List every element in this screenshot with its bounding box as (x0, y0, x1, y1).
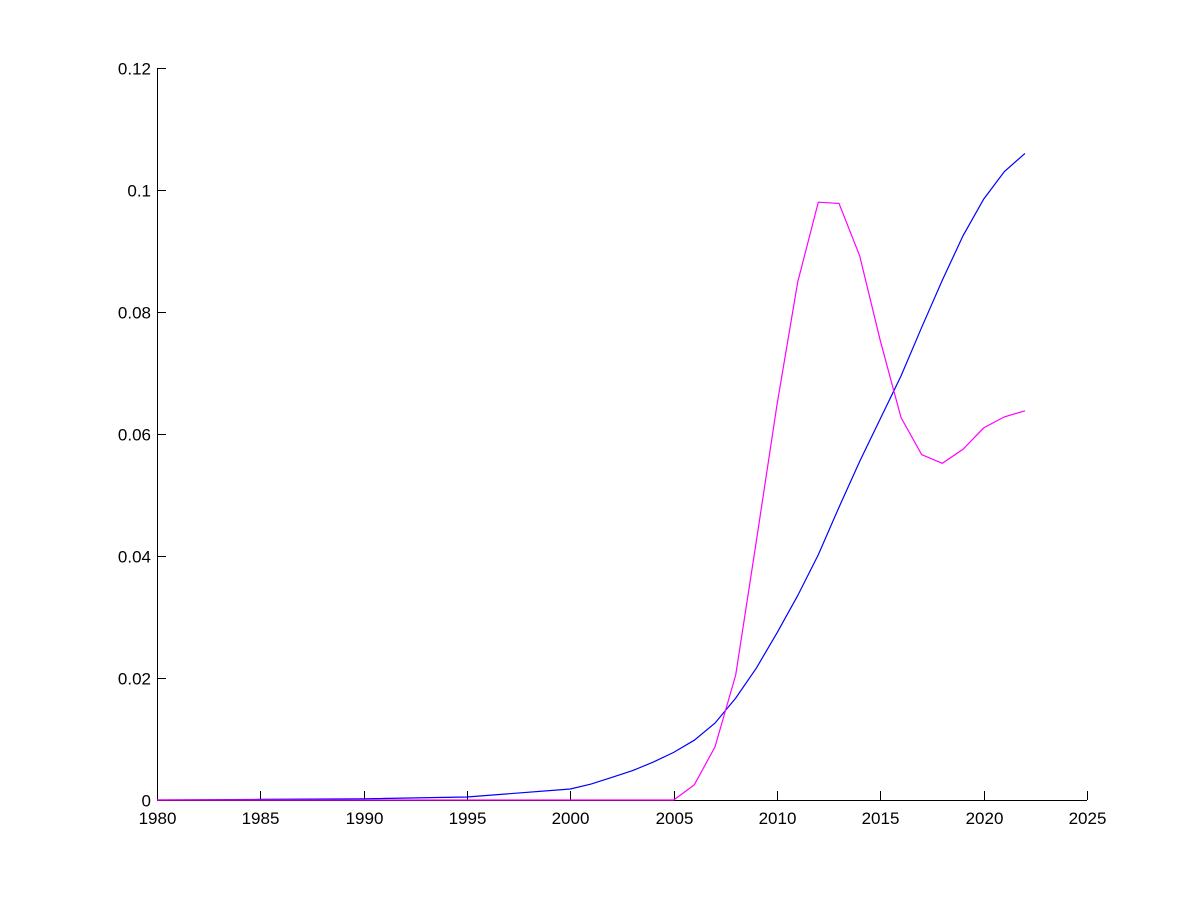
series-line-1 (156, 152, 1026, 801)
x-tick-label: 2015 (862, 809, 900, 828)
y-tick-label: 0.1 (127, 182, 151, 201)
x-tick-label: 2010 (759, 809, 797, 828)
axes: 1980 1985 1990 1995 2000 2005 2010 2015 2020 2025… (118, 60, 1107, 829)
x-tick-label: 1990 (346, 809, 384, 828)
x-tick-label: 2025 (1069, 809, 1107, 828)
y-tick-label: 0 (142, 792, 151, 811)
y-tick-label: 0.06 (118, 426, 151, 445)
y-tick-label: 0.12 (118, 60, 151, 79)
x-tick-label: 1985 (242, 809, 280, 828)
y-tick-label: 0.08 (118, 304, 151, 323)
x-tick-label: 2020 (966, 809, 1004, 828)
x-tick-label: 1980 (139, 809, 177, 828)
y-tick-label: 0.04 (118, 548, 151, 567)
x-tick-label: 2000 (552, 809, 590, 828)
series-line-2 (157, 201, 1026, 801)
x-tick-label: 1995 (449, 809, 487, 828)
y-tick-label: 0.02 (118, 670, 151, 689)
x-tick-label: 2005 (656, 809, 694, 828)
series-group (156, 152, 1026, 801)
